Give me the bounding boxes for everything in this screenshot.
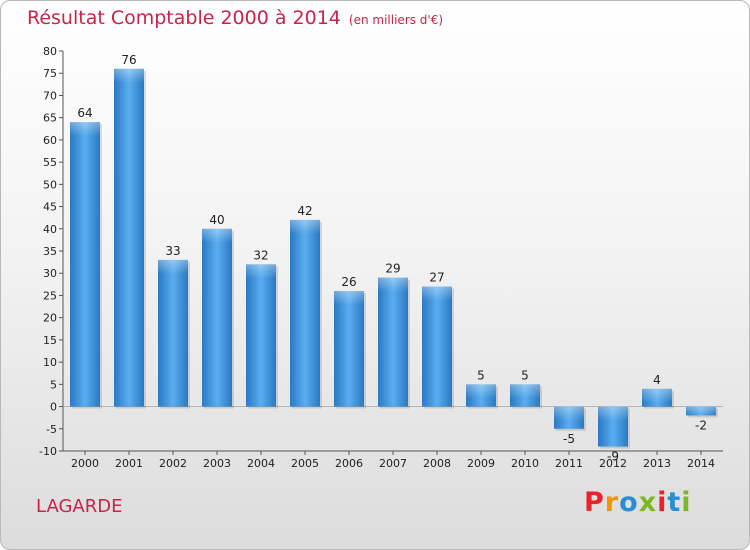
data-label: 32 [253,248,268,262]
x-tick-label: 2003 [203,457,231,470]
bar-highlight [202,228,232,243]
bar [114,68,144,407]
y-tick-label: 15 [43,334,57,347]
logo-letter: x [638,487,658,518]
y-tick-label: 55 [43,156,57,169]
data-label: -9 [607,450,619,464]
y-tick-label: 45 [43,201,57,214]
x-tick-label: 2009 [467,457,495,470]
x-tick-label: 2010 [511,457,539,470]
y-tick-label: 50 [43,178,57,191]
bar [70,122,100,407]
y-tick-label: 0 [50,401,57,414]
data-label: 27 [429,271,444,285]
data-label: -2 [695,418,707,432]
bar [202,228,232,407]
y-tick-label: -10 [39,445,57,458]
bar [158,259,188,407]
x-tick-label: 2006 [335,457,363,470]
logo-letter: t [667,487,682,518]
x-tick-label: 2005 [291,457,319,470]
y-tick-label: 60 [43,134,57,147]
y-tick-label: -5 [46,423,57,436]
bar-highlight [598,406,628,421]
x-tick-label: 2014 [687,457,715,470]
y-tick-label: 75 [43,67,57,80]
data-label: 5 [521,368,529,382]
logo-letter: i [681,487,692,518]
bar-highlight [510,384,540,399]
data-label: -5 [563,432,575,446]
chart-title: Résultat Comptable 2000 à 2014 (en millie… [27,7,443,29]
bar [422,286,452,407]
logo-letter: o [619,487,639,518]
bar-highlight [686,406,716,416]
data-label: 64 [77,106,92,120]
x-tick-label: 2004 [247,457,275,470]
commune-name: LAGARDE [36,496,123,517]
bar-highlight [422,286,452,301]
y-tick-label: 70 [43,89,57,102]
x-tick-label: 2001 [115,457,143,470]
bar-highlight [114,68,144,83]
bar-highlight [378,277,408,292]
bar-highlight [334,291,364,305]
y-tick-label: 35 [43,245,57,258]
y-tick-label: 65 [43,112,57,125]
bar-highlight [246,264,276,279]
proxiti-logo: Proxiti [584,487,692,518]
bar [246,264,276,407]
y-tick-label: 80 [43,45,57,58]
y-tick-label: 40 [43,223,57,236]
data-label: 4 [653,373,661,387]
x-tick-label: 2013 [643,457,671,470]
chart-unit: (en milliers d'€) [348,13,444,27]
x-tick-label: 2008 [423,457,451,470]
x-tick-label: 2012 [599,457,627,470]
data-label: 33 [165,244,180,258]
bar-highlight [466,384,496,399]
logo-letter: r [604,487,620,518]
y-tick-label: 30 [43,267,57,280]
data-label: 40 [209,213,224,227]
x-tick-label: 2011 [555,457,583,470]
data-label: 42 [297,204,312,218]
bar [378,277,408,407]
bar-highlight [642,388,672,403]
y-tick-label: 20 [43,312,57,325]
y-tick-label: 10 [43,356,57,369]
bar-highlight [158,259,188,274]
bar [334,291,364,407]
bar-highlight [70,122,100,137]
x-tick-label: 2000 [71,457,99,470]
y-tick-label: 25 [43,289,57,302]
x-tick-label: 2002 [159,457,187,470]
bar-highlight [290,219,320,234]
data-label: 29 [385,262,400,276]
data-label: 76 [121,53,136,67]
data-label: 26 [341,275,356,289]
logo-letter: i [657,487,668,518]
logo-letter: P [584,487,605,518]
bar-highlight [554,406,584,421]
x-tick-label: 2007 [379,457,407,470]
y-tick-label: 5 [50,378,57,391]
chart-title-text: Résultat Comptable 2000 à 2014 [27,7,341,29]
data-label: 5 [477,368,485,382]
bar [290,219,320,407]
